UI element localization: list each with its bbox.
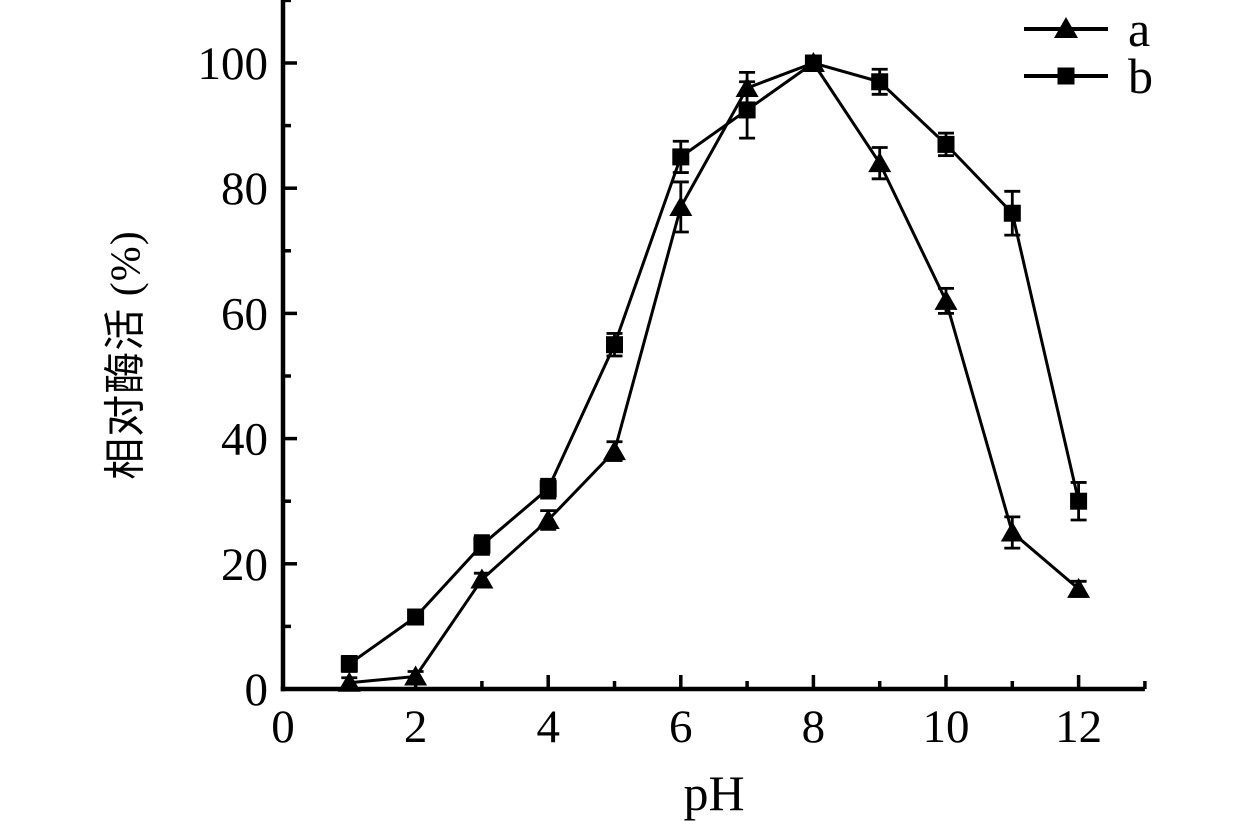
- series-b-marker-square: [804, 54, 822, 72]
- series-b-marker-square: [606, 336, 623, 354]
- x-tick-label: 6: [669, 701, 693, 753]
- series-b-marker-square: [1070, 492, 1088, 510]
- series-b-marker-square: [539, 480, 557, 498]
- series-b-marker-square: [871, 73, 889, 91]
- series-b-marker-square: [473, 536, 491, 554]
- series-a-marker-triangle: [1000, 521, 1024, 542]
- series-a-marker-triangle: [669, 195, 693, 216]
- legend-label-b: b: [1128, 48, 1153, 104]
- y-tick-label: 100: [198, 38, 269, 90]
- y-axis-title: 相对酶活 (%): [103, 230, 150, 480]
- x-axis-title: pH: [683, 765, 745, 821]
- series-a-marker-triangle: [536, 508, 560, 529]
- y-tick-label: 0: [245, 664, 269, 716]
- legend: a b: [1022, 1, 1153, 104]
- y-tick-label: 60: [221, 288, 268, 340]
- series-b-marker-square: [672, 148, 690, 166]
- x-tick-label: 2: [404, 701, 428, 753]
- series-a-marker-triangle: [1067, 577, 1091, 598]
- y-tick-label: 40: [221, 414, 268, 466]
- series-b-marker-square: [937, 135, 955, 153]
- series-a-marker-triangle: [337, 671, 361, 692]
- legend-entry-a: a: [1022, 1, 1153, 57]
- series-a-marker-triangle: [603, 440, 626, 461]
- series-a-line: [349, 61, 1080, 685]
- x-tick-label: 8: [802, 701, 826, 753]
- y-tick-label: 20: [221, 539, 268, 591]
- legend-label-a: a: [1128, 1, 1151, 57]
- series-b-marker-square: [340, 655, 358, 673]
- y-tick-label: 80: [221, 163, 268, 215]
- series-b-marker-square: [738, 101, 756, 119]
- square-marker-icon: [1024, 67, 1108, 85]
- series-a-marker-triangle: [470, 568, 494, 589]
- triangle-marker-icon: [1024, 17, 1108, 38]
- series-b-marker-square: [407, 608, 425, 626]
- series-a-marker-triangle: [934, 289, 958, 310]
- series-b-marker-square: [1003, 204, 1021, 222]
- x-tick-label: 4: [536, 701, 560, 753]
- x-tick-label: 0: [271, 701, 295, 753]
- x-tick-label: 10: [923, 701, 970, 753]
- series-a-marker-triangle: [404, 665, 428, 686]
- series-b-line: [348, 61, 1081, 666]
- x-tick-label: 12: [1055, 701, 1102, 753]
- series-a-marker-triangle: [868, 152, 892, 173]
- legend-entry-b: b: [1022, 48, 1153, 104]
